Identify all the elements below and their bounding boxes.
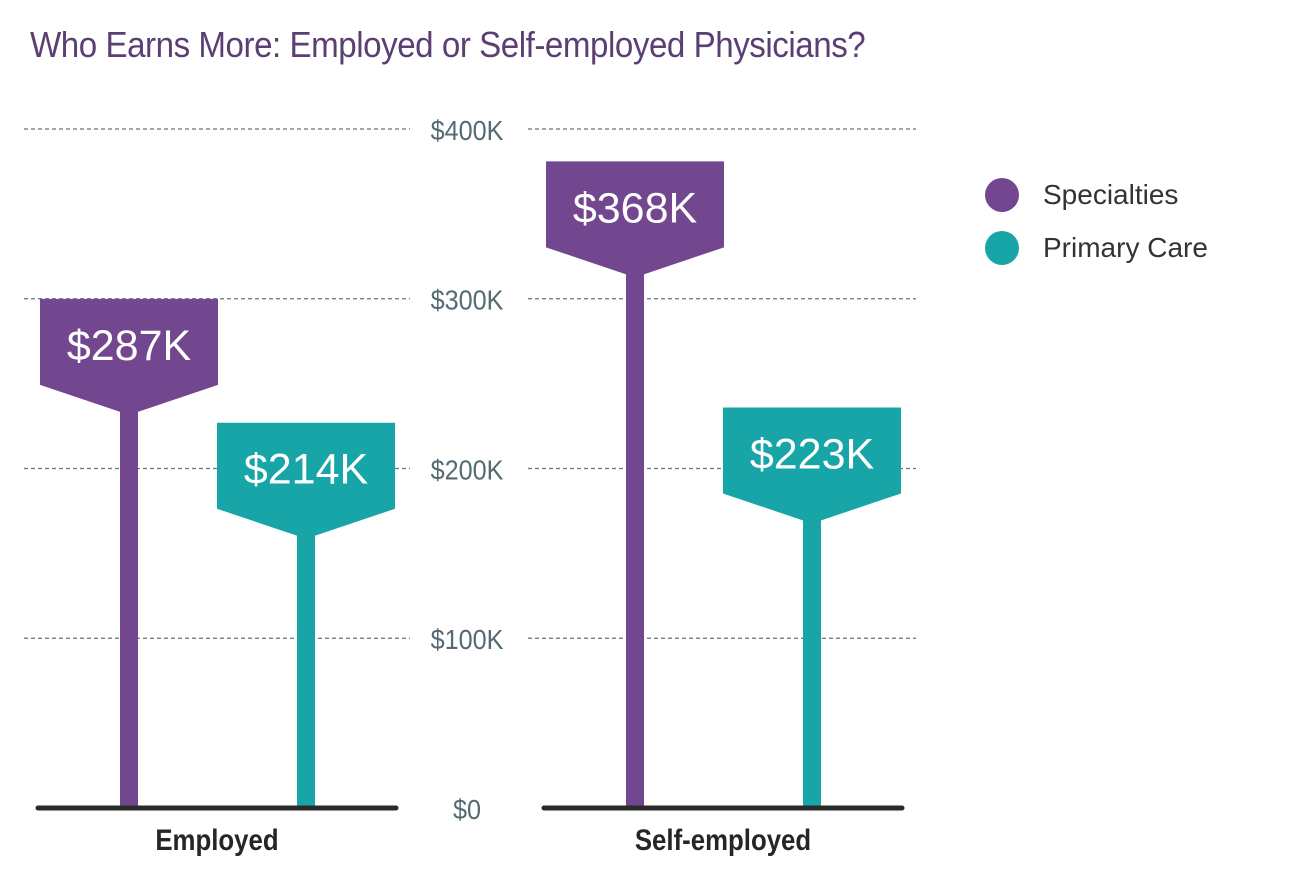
- bar-flag-primary-care-self-employed: [723, 407, 901, 524]
- bar-stem-primary-care-self-employed: [803, 517, 821, 808]
- category-label: Employed: [155, 823, 278, 856]
- legend-item-primary-care: Primary Care: [985, 221, 1208, 274]
- category-label: Self-employed: [635, 823, 811, 856]
- y-tick-label: $200K: [431, 454, 504, 486]
- bar-stem-specialties-employed: [120, 408, 138, 808]
- chart-title: Who Earns More: Employed or Self-employe…: [30, 24, 866, 65]
- data-label: $214K: [244, 446, 369, 494]
- legend-swatch-specialties: [985, 177, 1019, 212]
- y-tick-label: $300K: [431, 285, 504, 317]
- y-tick-label: $0: [453, 794, 481, 826]
- data-label: $368K: [573, 184, 698, 232]
- data-label: $223K: [750, 430, 875, 478]
- bar-flag-specialties-self-employed: [546, 161, 724, 278]
- data-label: $287K: [67, 322, 192, 370]
- legend-swatch-primary-care: [985, 230, 1019, 265]
- legend-label-specialties: Specialties: [1043, 178, 1179, 210]
- bar-stem-specialties-self-employed: [626, 271, 644, 808]
- legend-label-primary-care: Primary Care: [1043, 231, 1208, 263]
- bar-flag-primary-care-employed: [217, 422, 395, 539]
- legend-item-specialties: Specialties: [985, 168, 1208, 221]
- y-tick-label: $400K: [431, 115, 504, 147]
- bar-stem-primary-care-employed: [297, 532, 315, 808]
- legend: Specialties Primary Care: [985, 168, 1208, 274]
- bar-flag-specialties-employed: [40, 298, 218, 415]
- y-tick-label: $100K: [431, 624, 504, 656]
